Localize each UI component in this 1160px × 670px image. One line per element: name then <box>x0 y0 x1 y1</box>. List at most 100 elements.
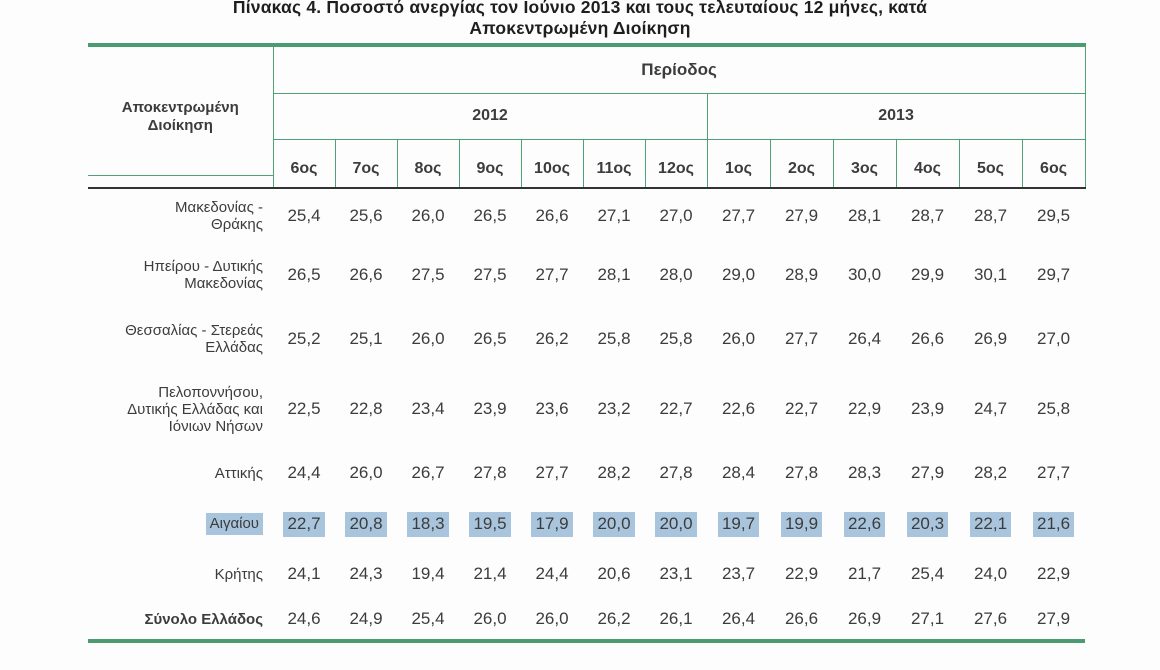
region-label: Πελοποννήσου, Δυτικής Ελλάδας και Ιόνιων… <box>88 371 273 447</box>
region-label: Αιγαίου <box>88 499 273 549</box>
value-cell: 25,8 <box>1022 371 1085 447</box>
period-header-cell: Περίοδος <box>272 45 1086 94</box>
value-text: 23,1 <box>659 564 693 583</box>
month-header-cell: 6ος <box>1021 139 1086 189</box>
value-text: 25,2 <box>287 329 321 348</box>
region-header-cell: Αποκεντρωμένη Διοίκηση <box>88 45 274 189</box>
value-text: 26,6 <box>784 609 819 628</box>
value-text: 26,1 <box>659 609 693 628</box>
region-label: Μακεδονίας - Θράκης <box>88 188 273 243</box>
value-cell: 23,7 <box>707 549 770 599</box>
value-cell: 25,4 <box>397 599 459 641</box>
value-text: 27,1 <box>597 206 631 225</box>
value-text: 24,9 <box>349 609 383 628</box>
value-cell: 26,5 <box>459 307 521 371</box>
value-cell: 22,7 <box>770 371 833 447</box>
value-text: 22,7 <box>283 511 325 537</box>
page-title-line2: Αποκεντρωμένη Διοίκηση <box>469 18 691 38</box>
value-text: 25,4 <box>287 206 321 225</box>
value-text: 22,1 <box>969 511 1012 537</box>
value-text: 26,0 <box>473 609 507 628</box>
value-cell: 17,9 <box>521 499 583 549</box>
month-header-cell: 6ος <box>272 139 335 189</box>
value-cell: 27,9 <box>896 447 959 499</box>
month-header-cell: 4ος <box>895 139 959 189</box>
value-text: 29,0 <box>721 265 756 284</box>
value-text: 26,9 <box>847 609 882 628</box>
value-text: 26,6 <box>910 329 945 348</box>
value-cell: 26,5 <box>273 243 335 307</box>
value-text: 22,7 <box>784 399 819 418</box>
value-cell: 22,9 <box>1022 549 1085 599</box>
value-text: 27,8 <box>659 463 693 482</box>
value-text: 23,2 <box>597 399 631 418</box>
region-label: Ηπείρου - Δυτικής Μακεδονίας <box>88 243 273 307</box>
value-text: 28,4 <box>721 463 756 482</box>
value-text: 27,8 <box>784 463 819 482</box>
value-text: 27,5 <box>411 265 445 284</box>
month-header-cell: 11ος <box>582 139 645 189</box>
value-cell: 22,9 <box>833 371 896 447</box>
region-label: Αττικής <box>88 447 273 499</box>
value-cell: 19,4 <box>397 549 459 599</box>
value-cell: 21,6 <box>1022 499 1085 549</box>
value-cell: 23,1 <box>645 549 707 599</box>
value-cell: 26,0 <box>521 599 583 641</box>
value-text: 22,7 <box>659 399 693 418</box>
value-text: 20,0 <box>593 511 635 537</box>
value-text: 22,6 <box>843 511 886 537</box>
value-text: 29,5 <box>1037 206 1071 225</box>
region-label-text: Μακεδονίας - Θράκης <box>175 199 263 233</box>
table-row: Μακεδονίας - Θράκης 25,4 25,6 26,0 26,5 26,6 2… <box>88 188 1085 243</box>
value-text: 27,1 <box>910 609 945 628</box>
value-cell: 23,9 <box>459 371 521 447</box>
value-text: 26,4 <box>721 609 756 628</box>
value-cell: 27,5 <box>397 243 459 307</box>
value-text: 18,3 <box>407 511 449 537</box>
value-cell: 23,4 <box>397 371 459 447</box>
value-text: 26,6 <box>535 206 569 225</box>
value-text: 24,0 <box>973 564 1008 583</box>
value-cell: 27,8 <box>645 447 707 499</box>
value-text: 26,0 <box>411 206 445 225</box>
value-text: 22,8 <box>349 399 383 418</box>
value-cell: 30,1 <box>959 243 1022 307</box>
value-cell: 22,9 <box>770 549 833 599</box>
value-cell: 26,0 <box>397 307 459 371</box>
value-cell: 24,4 <box>521 549 583 599</box>
month-header-cell: 7ος <box>334 139 397 189</box>
value-text: 21,7 <box>847 564 882 583</box>
month-header-cell: 5ος <box>958 139 1022 189</box>
value-cell: 26,2 <box>583 599 645 641</box>
value-cell: 28,2 <box>583 447 645 499</box>
value-cell: 29,5 <box>1022 188 1085 243</box>
region-label: Σύνολο Ελλάδος <box>88 599 273 641</box>
value-cell: 28,2 <box>959 447 1022 499</box>
value-text: 22,9 <box>847 399 882 418</box>
table-row: Σύνολο Ελλάδος 24,6 24,9 25,4 26,0 26,0 26,2 26… <box>88 599 1085 641</box>
value-cell: 24,0 <box>959 549 1022 599</box>
value-text: 27,6 <box>973 609 1008 628</box>
unemployment-table: Αποκεντρωμένη Διοίκηση Περίοδος 2012 201… <box>88 43 1086 643</box>
month-header-cell: 1ος <box>706 139 770 189</box>
value-cell: 26,6 <box>896 307 959 371</box>
value-text: 23,4 <box>411 399 445 418</box>
value-cell: 21,4 <box>459 549 521 599</box>
year-2012-cell: 2012 <box>272 93 707 140</box>
value-text: 28,3 <box>847 463 882 482</box>
value-text: 27,9 <box>1037 609 1071 628</box>
value-text: 28,7 <box>973 206 1008 225</box>
value-cell: 22,6 <box>707 371 770 447</box>
value-cell: 27,0 <box>645 188 707 243</box>
value-text: 27,7 <box>535 463 569 482</box>
value-cell: 29,0 <box>707 243 770 307</box>
value-cell: 26,7 <box>397 447 459 499</box>
value-cell: 27,1 <box>896 599 959 641</box>
month-header-cell: 10ος <box>520 139 583 189</box>
value-text: 19,4 <box>411 564 445 583</box>
value-text: 20,6 <box>597 564 631 583</box>
value-cell: 22,1 <box>959 499 1022 549</box>
value-cell: 24,7 <box>959 371 1022 447</box>
value-cell: 27,7 <box>1022 447 1085 499</box>
value-cell: 25,2 <box>273 307 335 371</box>
